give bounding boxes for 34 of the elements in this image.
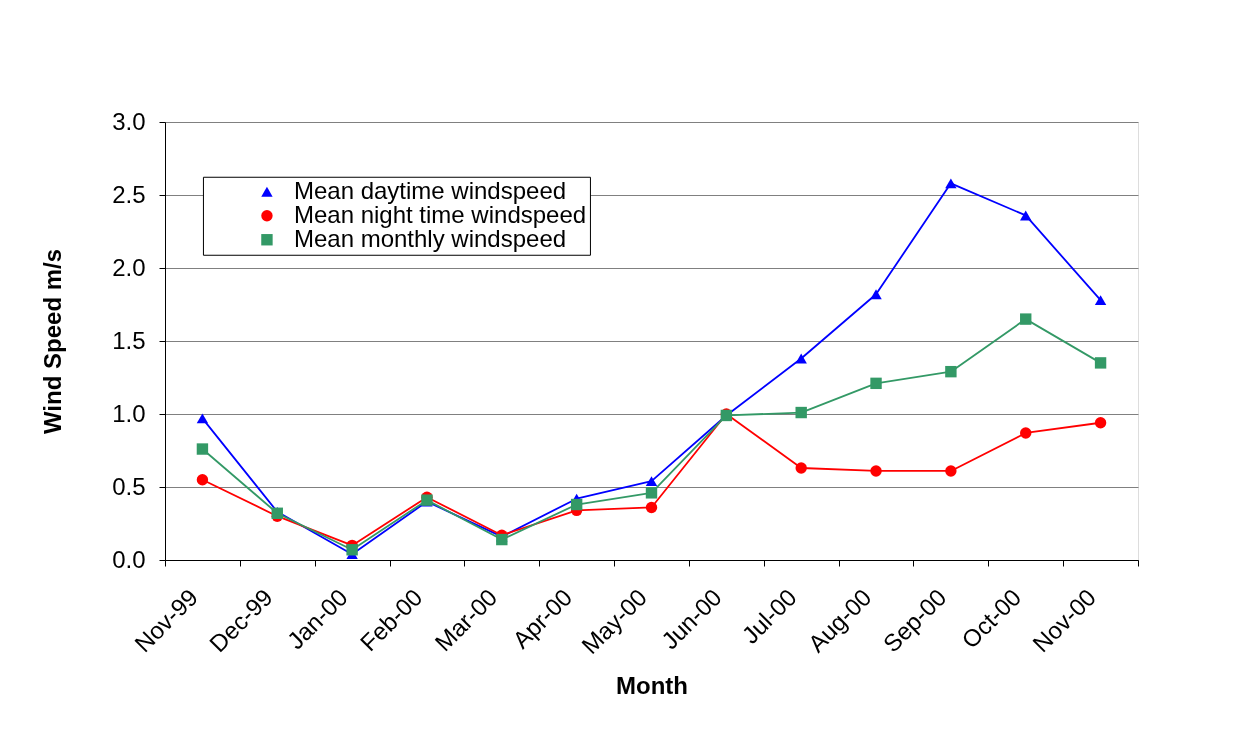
x-axis-title: Month [616, 672, 688, 700]
point [795, 406, 807, 419]
point [945, 465, 957, 477]
point [645, 476, 658, 487]
point [1094, 417, 1107, 429]
point [346, 544, 358, 556]
y-tick-label: 2.0 [112, 253, 146, 281]
y-tick-label: 0.0 [112, 545, 146, 573]
point [1020, 313, 1032, 325]
y-tick-label: 3.0 [112, 107, 146, 135]
y-tick-label: 2.5 [112, 180, 146, 208]
y-tick-label: 1.0 [112, 399, 146, 427]
point [645, 501, 658, 514]
point [1020, 210, 1032, 221]
point [196, 474, 209, 486]
point [870, 289, 882, 300]
point [945, 365, 957, 378]
point [570, 498, 583, 511]
point [945, 178, 957, 189]
point [870, 377, 882, 390]
y-tick-label: 0.5 [112, 472, 146, 500]
point [795, 462, 807, 474]
point [870, 465, 882, 477]
point [1094, 295, 1107, 306]
point [496, 533, 508, 546]
point [1094, 357, 1107, 369]
point [196, 413, 209, 424]
point [1020, 427, 1032, 439]
y-axis-title: Wind Speed m/s [39, 248, 67, 435]
y-tick-label: 1.5 [112, 326, 146, 354]
legend-label: Mean daytime windspeed [293, 176, 567, 204]
point [795, 353, 807, 364]
point [645, 487, 658, 499]
point [196, 443, 209, 455]
